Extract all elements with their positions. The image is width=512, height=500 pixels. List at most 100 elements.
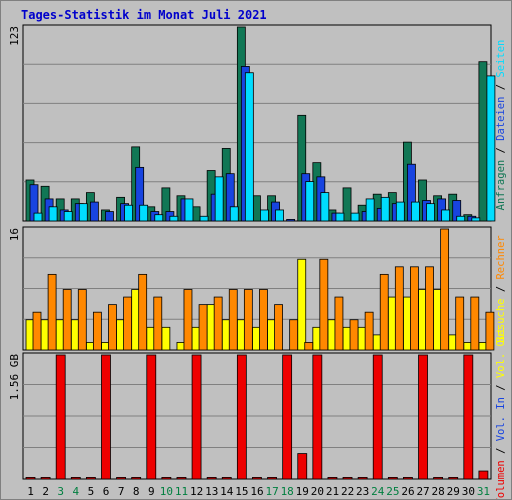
bar-volumen-day-9	[146, 354, 157, 480]
legend-separator: /	[495, 441, 507, 460]
x-tick-label: 16	[250, 485, 263, 498]
legend-entry: Volumen	[495, 460, 507, 499]
bar-seiten-day-24	[380, 196, 390, 222]
legend: Anfragen / Dateien / Seiten	[495, 40, 507, 211]
bar-seiten-day-14	[229, 206, 239, 222]
x-tick-label: 9	[148, 485, 155, 498]
bar-rechner-day-28	[440, 228, 450, 351]
bar-seiten-day-20	[320, 192, 330, 222]
bar-rechner-day-17	[274, 304, 283, 351]
y-max-label: 1.56 GB	[8, 354, 21, 401]
legend-entry: Anfragen	[495, 160, 507, 211]
x-tick-label: 21	[326, 485, 339, 498]
bar-rechner-day-7	[123, 296, 132, 351]
x-tick-label: 13	[205, 485, 218, 498]
bar-volumen-day-25	[387, 477, 398, 480]
bar-volumen-day-8	[131, 477, 142, 480]
x-tick-label: 23	[356, 485, 369, 498]
bar-seiten-day-23	[365, 198, 375, 222]
bar-volumen-day-19	[297, 453, 308, 480]
bar-volumen-day-22	[342, 477, 353, 480]
bar-volumen-day-10	[161, 477, 172, 480]
bar-rechner-day-27	[425, 266, 434, 351]
x-tick-label: 18	[281, 485, 294, 498]
bar-volumen-day-1	[25, 477, 36, 480]
x-tick-label: 5	[88, 485, 95, 498]
x-tick-label: 8	[133, 485, 140, 498]
legend-entry: Vol. In	[495, 397, 507, 441]
bar-volumen-day-4	[70, 477, 81, 480]
bar-volumen-day-27	[418, 354, 428, 480]
bar-rechner-day-14	[228, 289, 238, 351]
legend-separator: /	[495, 280, 507, 299]
x-tick-label: 31	[477, 485, 490, 498]
x-tick-label: 25	[386, 485, 399, 498]
x-tick-label: 30	[462, 485, 475, 498]
bar-seiten-day-8	[139, 204, 149, 222]
bar-dateien-day-6	[105, 211, 114, 222]
bar-seiten-day-4	[78, 203, 88, 222]
bar-seiten-day-7	[124, 204, 133, 222]
x-tick-label: 29	[447, 485, 460, 498]
bar-seiten-day-26	[411, 201, 420, 222]
bar-besuche-day-19	[297, 258, 307, 351]
bar-rechner-day-12	[198, 304, 208, 351]
bar-volumen-day-14	[221, 477, 232, 480]
bar-rechner-day-4	[77, 289, 87, 351]
x-tick-label: 7	[118, 485, 125, 498]
bar-volumen-day-2	[40, 477, 51, 480]
x-tick-label: 1	[27, 485, 34, 498]
x-tick-label: 19	[296, 485, 309, 498]
bar-volumen-day-17	[267, 477, 277, 480]
bar-rechner-day-18	[289, 319, 299, 351]
y-max-label: 123	[8, 26, 21, 46]
bar-besuche-day-10	[161, 326, 171, 351]
bar-volumen-day-18	[282, 354, 293, 480]
x-tick-label: 15	[235, 485, 248, 498]
bar-rechner-day-8	[138, 273, 148, 351]
bar-rechner-day-2	[47, 273, 57, 351]
bar-rechner-day-11	[183, 289, 193, 351]
bar-rechner-day-24	[379, 273, 389, 351]
bar-seiten-day-13	[214, 176, 224, 222]
bar-seiten-day-17	[275, 209, 284, 222]
bar-volumen-day-13	[206, 477, 217, 480]
bar-seiten-day-25	[395, 201, 405, 222]
bar-rechner-day-16	[259, 289, 268, 351]
bar-volumen-day-6	[101, 354, 111, 480]
bar-volumen-day-21	[327, 477, 338, 480]
bar-rechner-day-6	[108, 304, 117, 351]
bar-volumen-day-30	[463, 354, 474, 480]
bar-dateien-day-5	[89, 201, 99, 222]
bar-volumen-day-16	[252, 477, 262, 480]
legend-entry: Dateien	[495, 97, 507, 141]
bar-rechner-day-29	[455, 296, 465, 351]
x-tick-label: 27	[416, 485, 429, 498]
x-tick-label: 12	[190, 485, 203, 498]
bar-volumen-day-20	[312, 354, 323, 480]
bar-seiten-day-28	[441, 209, 451, 222]
bar-seiten-day-31	[486, 75, 496, 222]
bar-seiten-day-15	[244, 72, 254, 222]
bar-rechner-day-21	[334, 296, 344, 351]
bar-rechner-day-1	[32, 311, 42, 351]
x-tick-label: 17	[265, 485, 278, 498]
bar-rechner-day-26	[410, 266, 419, 351]
bar-rechner-day-25	[394, 266, 404, 351]
bar-seiten-day-22	[350, 212, 360, 222]
x-tick-label: 22	[341, 485, 354, 498]
bar-seiten-day-19	[305, 181, 315, 222]
legend-separator: /	[495, 141, 507, 160]
legend-separator: /	[495, 78, 507, 97]
bar-volumen-day-28	[433, 477, 444, 480]
bar-volumen-day-5	[85, 477, 96, 480]
bar-anfragen-day-31	[478, 61, 488, 222]
bar-rechner-day-20	[319, 258, 329, 351]
x-tick-label: 28	[432, 485, 445, 498]
bar-dateien-day-18	[286, 219, 296, 222]
bar-volumen-day-12	[191, 354, 202, 480]
bar-volumen-day-26	[403, 477, 413, 480]
bar-seiten-day-16	[260, 209, 269, 222]
